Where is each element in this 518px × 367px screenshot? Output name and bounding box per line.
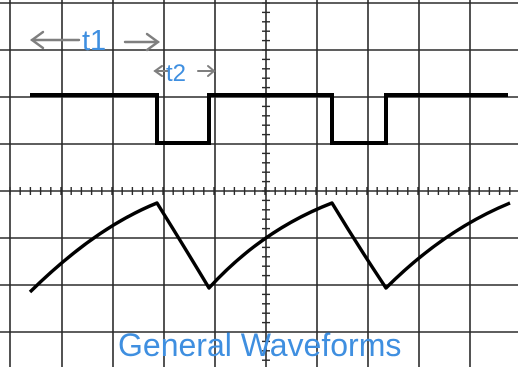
t1-label: t1 (82, 25, 106, 57)
t2-label: t2 (166, 60, 186, 87)
exponential-waveform (28, 201, 511, 294)
t2-arrow-icon (153, 65, 216, 77)
t1-arrow-icon (29, 30, 161, 52)
diagram-caption: General Waveforms (118, 327, 401, 363)
graticule-ticks (9, 2, 511, 361)
square-waveform (30, 93, 508, 145)
